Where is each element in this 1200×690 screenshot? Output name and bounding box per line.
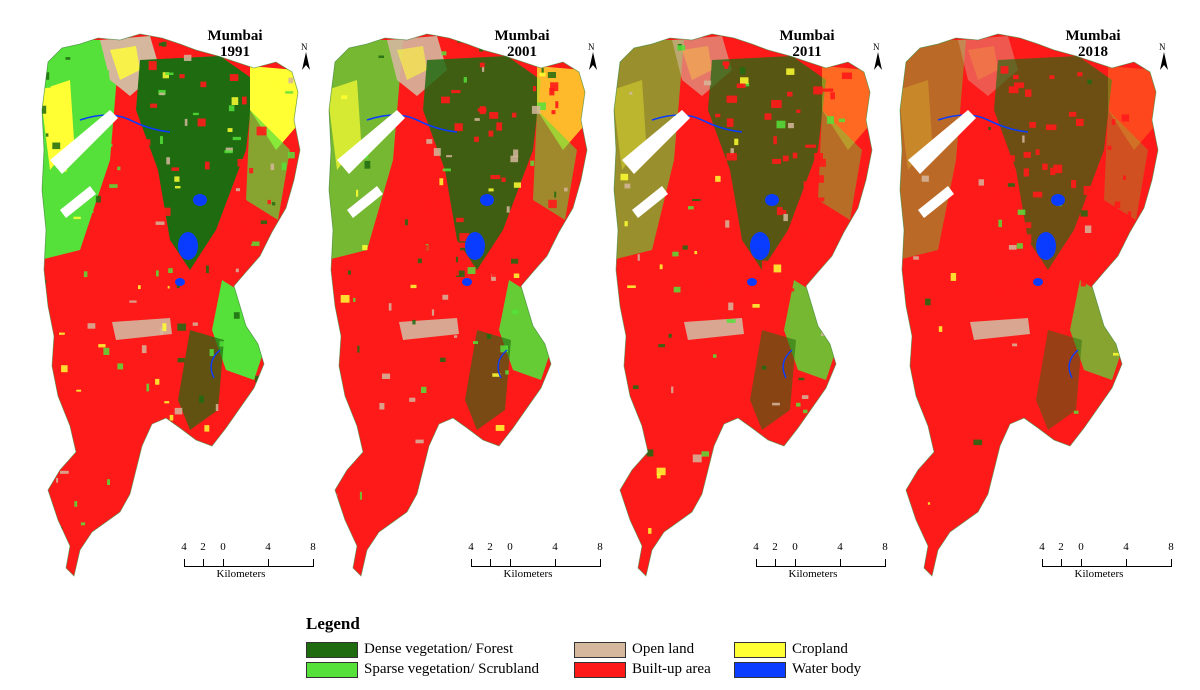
scale-unit: Kilometers <box>1074 568 1124 580</box>
land-cover-map-2001 <box>328 33 588 577</box>
map-city: Mumbai <box>779 28 835 44</box>
scale-tick-label: 8 <box>1168 541 1174 553</box>
scale-tick-label: 0 <box>1078 541 1084 553</box>
scale-bar: 4 2 0 4 8 Kilometers <box>463 541 613 586</box>
scale-tick-label: 8 <box>882 541 888 553</box>
map-panel-2018: Mumbai 2018 N 4 2 0 4 8 Kilometers <box>898 0 1188 600</box>
legend-item-forest: Dense vegetation/ Forest <box>306 641 513 659</box>
legend-swatch <box>574 641 626 658</box>
scale-tick-label: 2 <box>200 541 206 553</box>
scale-tick-label: 4 <box>468 541 474 553</box>
legend: Legend Dense vegetation/ Forest Sparse v… <box>306 614 906 684</box>
legend-swatch <box>734 641 786 658</box>
scale-tick-label: 8 <box>310 541 316 553</box>
scale-tick-label: 2 <box>1058 541 1064 553</box>
scale-bar: 4 2 0 4 8 Kilometers <box>748 541 898 586</box>
map-year: 1991 <box>220 44 250 60</box>
north-arrow-icon: N <box>585 42 601 72</box>
map-title: Mumbai 2011 <box>762 28 852 60</box>
legend-item-built-up: Built-up area <box>574 661 711 679</box>
scale-tick-label: 4 <box>837 541 843 553</box>
map-panel-2011: Mumbai 2011 N 4 2 0 4 8 Kilometers <box>612 0 902 600</box>
north-arrow-icon: N <box>870 42 886 72</box>
legend-label: Water body <box>792 661 862 678</box>
legend-label: Built-up area <box>632 661 711 678</box>
legend-label: Cropland <box>792 641 848 658</box>
map-panel-1991: Mumbai 1991 N 4 2 0 4 8 Kilometers <box>40 0 330 600</box>
legend-swatch <box>306 641 358 658</box>
map-city: Mumbai <box>494 28 550 44</box>
scale-tick-label: 4 <box>265 541 271 553</box>
scale-tick-label: 2 <box>772 541 778 553</box>
land-cover-map-2011 <box>613 33 873 577</box>
map-year: 2018 <box>1078 44 1108 60</box>
map-title: Mumbai 1991 <box>190 28 280 60</box>
legend-item-cropland: Cropland <box>734 641 848 659</box>
legend-item-scrubland: Sparse vegetation/ Scrubland <box>306 661 539 679</box>
map-year: 2001 <box>507 44 537 60</box>
map-title: Mumbai 2001 <box>477 28 567 60</box>
scale-tick-label: 0 <box>792 541 798 553</box>
scale-tick-label: 2 <box>487 541 493 553</box>
scale-tick-label: 4 <box>181 541 187 553</box>
map-panel-2001: Mumbai 2001 N 4 2 0 4 8 Kilometers <box>327 0 617 600</box>
north-arrow-icon: N <box>1156 42 1172 72</box>
map-title: Mumbai 2018 <box>1048 28 1138 60</box>
map-year: 2011 <box>792 44 822 60</box>
legend-label: Open land <box>632 641 695 658</box>
legend-label: Sparse vegetation/ Scrubland <box>364 661 539 678</box>
land-cover-map-1991 <box>41 33 301 577</box>
scale-tick-label: 4 <box>552 541 558 553</box>
legend-swatch <box>574 661 626 678</box>
legend-swatch <box>734 661 786 678</box>
legend-title: Legend <box>306 614 360 633</box>
legend-label: Dense vegetation/ Forest <box>364 641 514 658</box>
scale-bar: 4 2 0 4 8 Kilometers <box>176 541 326 586</box>
scale-tick-label: 4 <box>1123 541 1129 553</box>
scale-tick-label: 0 <box>507 541 513 553</box>
land-cover-map-2018 <box>899 33 1159 577</box>
scale-tick-label: 8 <box>597 541 603 553</box>
scale-tick-label: 4 <box>1039 541 1045 553</box>
map-city: Mumbai <box>207 28 263 44</box>
legend-item-open-land: Open land <box>574 641 694 659</box>
scale-unit: Kilometers <box>503 568 553 580</box>
scale-unit: Kilometers <box>788 568 838 580</box>
scale-unit: Kilometers <box>216 568 266 580</box>
scale-tick-label: 0 <box>220 541 226 553</box>
map-city: Mumbai <box>1065 28 1121 44</box>
north-arrow-icon: N <box>298 42 314 72</box>
legend-item-water: Water body <box>734 661 861 679</box>
scale-tick-label: 4 <box>753 541 759 553</box>
legend-swatch <box>306 661 358 678</box>
scale-bar: 4 2 0 4 8 Kilometers <box>1034 541 1184 586</box>
